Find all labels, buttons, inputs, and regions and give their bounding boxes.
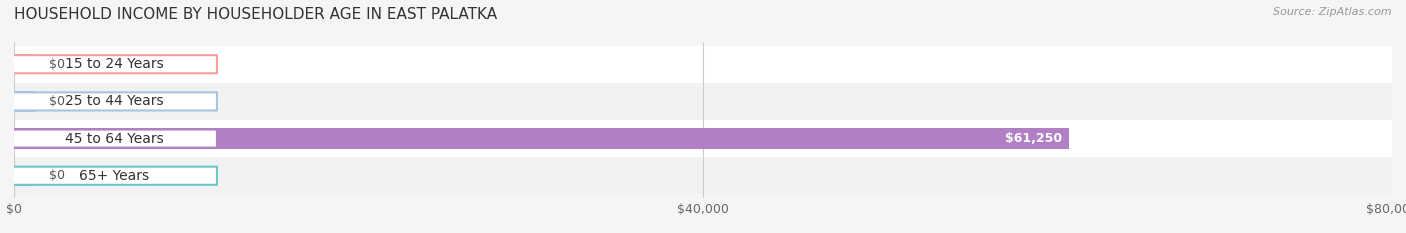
Text: $0: $0 — [48, 169, 65, 182]
Text: HOUSEHOLD INCOME BY HOUSEHOLDER AGE IN EAST PALATKA: HOUSEHOLD INCOME BY HOUSEHOLDER AGE IN E… — [14, 7, 498, 22]
FancyBboxPatch shape — [3, 55, 217, 73]
Text: $0: $0 — [48, 95, 65, 108]
Text: 45 to 64 Years: 45 to 64 Years — [65, 132, 165, 146]
FancyBboxPatch shape — [3, 92, 217, 110]
Bar — [14, 46, 1392, 83]
Text: 15 to 24 Years: 15 to 24 Years — [65, 57, 165, 71]
Bar — [14, 128, 1069, 149]
Text: Source: ZipAtlas.com: Source: ZipAtlas.com — [1274, 7, 1392, 17]
Text: $0: $0 — [48, 58, 65, 71]
FancyBboxPatch shape — [3, 167, 217, 185]
Bar — [14, 83, 1392, 120]
Bar — [14, 165, 35, 186]
Text: $61,250: $61,250 — [1005, 132, 1062, 145]
Bar — [14, 120, 1392, 157]
Bar — [14, 91, 35, 112]
Bar — [14, 54, 35, 75]
Bar — [14, 157, 1392, 194]
Text: 25 to 44 Years: 25 to 44 Years — [65, 94, 163, 108]
Text: 65+ Years: 65+ Years — [79, 169, 149, 183]
FancyBboxPatch shape — [3, 130, 217, 148]
